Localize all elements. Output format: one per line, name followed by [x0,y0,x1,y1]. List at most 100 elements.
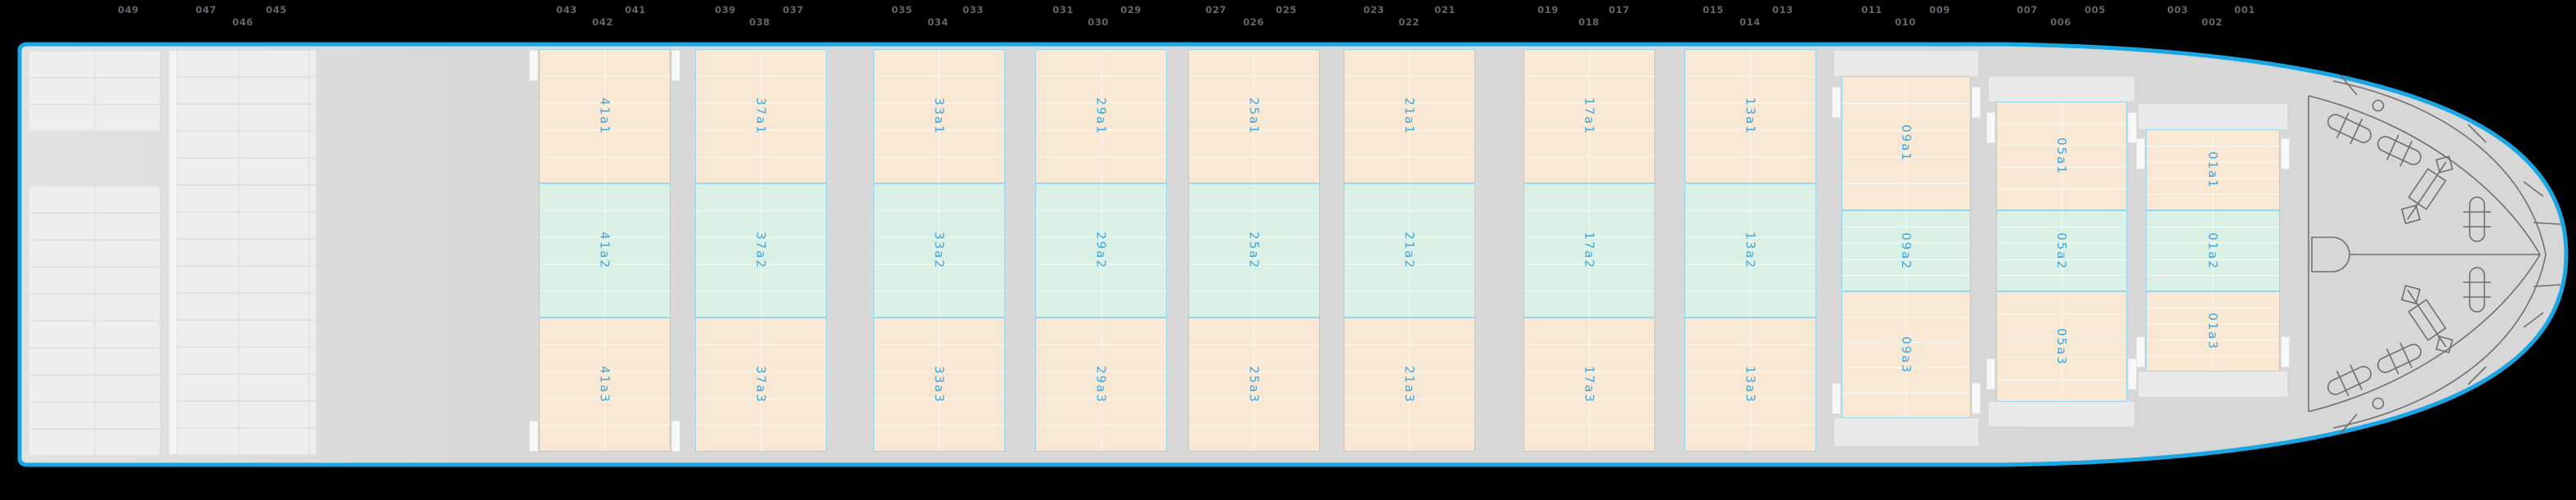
bay-section-29a2[interactable]: 29a2 [1035,183,1167,318]
bay-section-label: 37a1 [754,97,769,135]
bay-section-13a2[interactable]: 13a2 [1685,183,1816,318]
bay-section-label: 37a2 [754,232,769,269]
bay-section-21a3[interactable]: 21a3 [1344,318,1475,452]
frame-label-049: 049 [118,4,139,16]
bay-section-label: 33a2 [932,232,947,269]
hatch-pad [2138,104,2287,129]
lashing-bridge-tab [530,421,537,451]
bay-section-label: 17a2 [1582,232,1597,269]
bay-section-label: 25a3 [1247,366,1262,403]
bay-section-label: 01a1 [2206,151,2220,189]
bay-section-label: 29a1 [1094,97,1109,135]
bay-section-label: 29a2 [1094,232,1109,269]
bay-section-label: 17a1 [1582,97,1597,135]
bay-section-41a3[interactable]: 41a3 [539,318,671,452]
bay-section-37a3[interactable]: 37a3 [695,318,827,452]
bay-section-label: 17a3 [1582,366,1597,403]
bay-section-label: 41a2 [598,232,613,269]
bay-section-label: 05a3 [2054,328,2069,366]
bay-section-label: 05a1 [2054,137,2069,175]
bay-section-label: 21a1 [1402,97,1417,135]
hatch-pad [1834,51,1978,76]
bay-section-21a2[interactable]: 21a2 [1344,183,1475,318]
bay-section-17a3[interactable]: 17a3 [1524,318,1655,452]
bay-section-label: 13a1 [1744,97,1758,135]
bay-section-label: 37a3 [754,366,769,403]
bay-section-label: 05a2 [2054,232,2069,270]
bay-section-13a1[interactable]: 13a1 [1685,49,1816,183]
lashing-bridge-tab [2282,139,2289,169]
lashing-bridge-tab [672,421,680,451]
hatch-pad [2138,372,2287,397]
bay-17: 17a1 17a2 17a3 [1524,0,1655,500]
bay-section-label: 41a1 [598,97,613,135]
bay-section-05a1[interactable]: 05a1 [1996,101,2127,210]
bay-section-09a1[interactable]: 09a1 [1842,76,1971,210]
hatch-pad [1989,77,2134,101]
bay-section-17a2[interactable]: 17a2 [1524,183,1655,318]
bay-25: 25a1 25a2 25a3 [1188,0,1320,500]
bay-section-label: 09a3 [1899,336,1914,374]
bay-section-17a1[interactable]: 17a1 [1524,49,1655,183]
stern-structure-block [29,186,160,456]
bay-section-05a3[interactable]: 05a3 [1996,291,2127,402]
bay-section-37a1[interactable]: 37a1 [695,49,827,183]
bay-section-25a2[interactable]: 25a2 [1188,183,1320,318]
bay-section-41a1[interactable]: 41a1 [539,49,671,183]
bay-section-29a3[interactable]: 29a3 [1035,318,1167,452]
frame-label-045: 045 [266,4,287,16]
bay-section-label: 01a2 [2206,232,2220,270]
bay-section-25a1[interactable]: 25a1 [1188,49,1320,183]
lashing-bridge-tab [2137,139,2144,169]
bay-section-label: 01a3 [2206,313,2220,350]
bay-section-label: 21a2 [1402,232,1417,269]
bay-section-09a2[interactable]: 09a2 [1842,210,1971,291]
bay-section-37a2[interactable]: 37a2 [695,183,827,318]
bay-section-21a1[interactable]: 21a1 [1344,49,1475,183]
bay-section-label: 09a1 [1899,124,1914,162]
lashing-bridge-tab [530,51,537,80]
bay-section-33a3[interactable]: 33a3 [873,318,1005,452]
bay-section-label: 29a3 [1094,366,1109,403]
frame-label-047: 047 [195,4,217,16]
lashing-bridge-tab [2129,113,2136,142]
bay-section-33a1[interactable]: 33a1 [873,49,1005,183]
bay-section-13a3[interactable]: 13a3 [1685,318,1816,452]
bay-section-05a2[interactable]: 05a2 [1996,210,2127,291]
bay-section-label: 33a1 [932,97,947,135]
bay-section-label: 25a2 [1247,232,1262,269]
lashing-bridge-tab [2129,359,2136,389]
bay-section-label: 21a3 [1402,366,1417,403]
bay-section-01a2[interactable]: 01a2 [2146,210,2280,291]
lashing-bridge-tab [1972,384,1980,413]
bay-section-label: 13a3 [1744,366,1758,403]
lashing-bridge-tab [1833,384,1840,413]
lashing-bridge-tab [672,51,680,80]
frame-label-046: 046 [232,16,254,28]
deck-plan-canvas: 0490470450430410390370350330310290270250… [0,0,2576,500]
bay-05: 05a1 05a2 05a3 [1996,0,2127,500]
bay-section-01a3[interactable]: 01a3 [2146,291,2280,372]
bay-section-33a2[interactable]: 33a2 [873,183,1005,318]
bay-41: 41a1 41a2 41a3 [539,0,671,500]
bay-29: 29a1 29a2 29a3 [1035,0,1167,500]
bay-section-label: 09a2 [1899,232,1914,270]
bay-section-01a1[interactable]: 01a1 [2146,129,2280,210]
lashing-bridge-tab [2137,337,2144,367]
bay-section-41a2[interactable]: 41a2 [539,183,671,318]
bay-section-09a3[interactable]: 09a3 [1842,291,1971,418]
bay-section-label: 41a3 [598,366,613,403]
bay-33: 33a1 33a2 33a3 [873,0,1005,500]
bay-37: 37a1 37a2 37a3 [695,0,827,500]
lashing-bridge-tab [1972,88,1980,117]
stern-structure-block [29,51,160,131]
lashing-bridge-tab [2282,337,2289,367]
bay-section-25a3[interactable]: 25a3 [1188,318,1320,452]
hatch-pad [1989,402,2134,426]
bay-13: 13a1 13a2 13a3 [1685,0,1816,500]
bay-section-29a1[interactable]: 29a1 [1035,49,1167,183]
bay-01: 01a1 01a2 01a3 [2146,0,2280,500]
bay-section-label: 13a2 [1744,232,1758,269]
bay-09: 09a1 09a2 09a3 [1842,0,1971,500]
hatch-pad [1834,418,1978,446]
